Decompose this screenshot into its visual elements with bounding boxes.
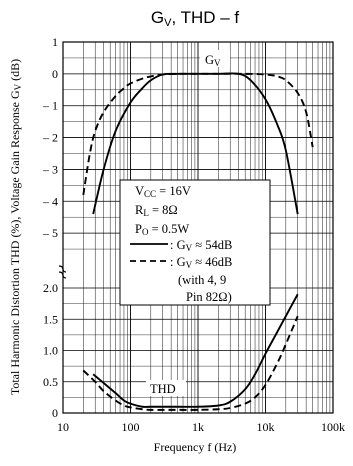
- x-tick-label: 100: [122, 420, 140, 434]
- y-tick-label-upper: – 5: [42, 226, 58, 240]
- gv-label-bg: [200, 50, 230, 67]
- y-axis-label: Total Harmonic Distortion THD (%), Volta…: [8, 59, 23, 395]
- x-tick-label: 100k: [321, 420, 345, 434]
- y-tick-label-lower: 1.5: [43, 312, 58, 326]
- legend-dashed-label: : GV ≈ 46dB: [170, 255, 232, 270]
- chart-title: GV, THD – f: [151, 8, 240, 29]
- legend-rl: RL = 8Ω: [135, 203, 178, 218]
- series-line: [92, 72, 299, 215]
- y-tick-label-upper: 1: [52, 35, 58, 49]
- thd-label-bg: [146, 380, 186, 396]
- legend-vcc: VCC = 16V: [135, 184, 191, 199]
- y-tick-label-lower: 2.0: [43, 281, 58, 295]
- series: [82, 72, 314, 411]
- plot-frame: [62, 41, 334, 414]
- y-tick-label-upper: – 2: [42, 131, 58, 145]
- y-tick-label-lower: 0: [52, 406, 58, 420]
- legend-note-2: Pin 82Ω): [186, 290, 232, 304]
- y-tick-label-upper: – 3: [42, 162, 58, 176]
- y-tick-label-lower: 0.5: [43, 375, 58, 389]
- gv-annotation: GV: [205, 53, 221, 68]
- legend-note-1: (with 4, 9: [178, 273, 226, 287]
- y-tick-label-lower: 1.0: [43, 344, 58, 358]
- series-line: [92, 293, 299, 408]
- y-tick-label-upper: 0: [52, 67, 58, 81]
- legend-po: PO = 0.5W: [135, 222, 189, 237]
- series-line: [82, 315, 299, 411]
- y-tick-label-upper: – 4: [42, 194, 58, 208]
- x-tick-label: 1k: [192, 420, 204, 434]
- thd-annotation: THD: [150, 382, 176, 396]
- series-line: [82, 72, 314, 196]
- legend: VCC = 16V RL = 8Ω PO = 0.5W : GV ≈ 54dB …: [119, 179, 271, 306]
- y-tick-label-upper: – 1: [42, 99, 58, 113]
- legend-box: [119, 179, 271, 306]
- x-tick-label: 10: [57, 420, 69, 434]
- x-axis-label: Frequency f (Hz): [154, 440, 237, 454]
- x-tick-label: 10k: [257, 420, 275, 434]
- legend-solid-label: : GV ≈ 54dB: [170, 238, 232, 253]
- axis-break-mark: [58, 265, 67, 279]
